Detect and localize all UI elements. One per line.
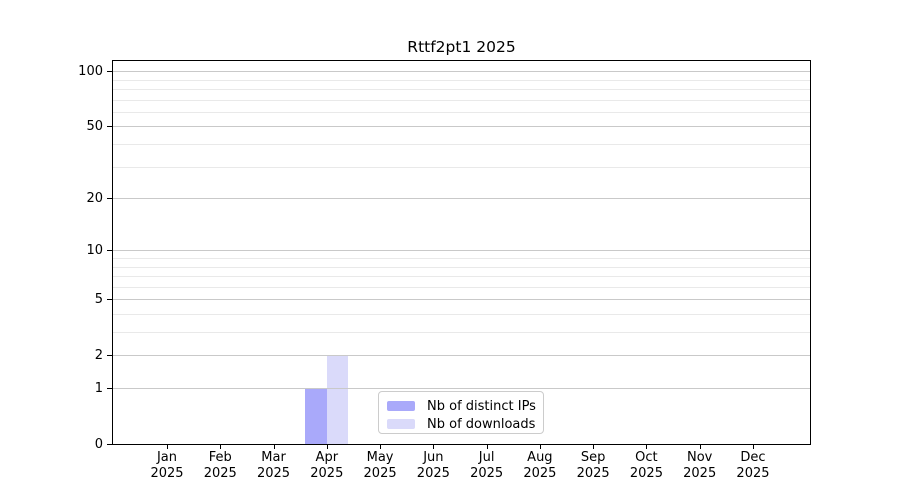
chart-title: Rttf2pt1 2025 [407,38,516,56]
gridline-minor [113,79,810,81]
plot-area [112,60,811,445]
legend-swatch-icon [387,419,415,429]
y-tick-mark [107,298,112,300]
gridline-minor [113,144,810,146]
y-tick-label: 10 [86,242,103,258]
gridline-minor [113,258,810,259]
x-tick-month: Jun [423,450,444,465]
x-tick-label: Sep 2025 [558,450,628,481]
x-tick-mark [273,445,275,449]
x-tick-label: Apr 2025 [292,450,362,481]
x-tick-label: Oct 2025 [611,450,681,481]
x-tick-month: May [366,450,394,465]
y-tick-label: 50 [86,118,103,134]
x-tick-mark [486,445,488,449]
x-tick-year: 2025 [523,465,557,481]
gridline-minor [113,286,810,288]
gridline-major [113,71,810,73]
x-tick-month: Sep [580,450,606,465]
x-tick-year: 2025 [310,465,344,481]
gridline-major [113,250,810,252]
x-tick-month: Jul [478,450,495,465]
x-tick-month: Feb [208,450,232,465]
y-tick-label: 5 [94,291,103,307]
legend-swatch-icon [387,401,415,411]
x-tick-label: Dec 2025 [718,450,788,481]
gridline-major [113,126,810,128]
x-tick-year: 2025 [629,465,663,481]
x-tick-mark [752,445,754,449]
gridline-major [113,299,810,301]
legend-label: Nb of distinct IPs [427,398,536,414]
y-tick-mark [107,387,112,389]
x-tick-mark [699,445,701,449]
x-tick-mark [326,445,328,449]
gridline-minor [113,313,810,315]
gridline-minor [113,276,810,278]
x-tick-month: Jan [156,450,178,465]
x-tick-month: Aug [527,450,553,465]
x-tick-month: Dec [740,450,766,465]
y-tick-label: 0 [94,436,103,452]
x-tick-label: Aug 2025 [505,450,575,481]
x-tick-year: 2025 [576,465,610,481]
x-tick-label: Jan 2025 [132,450,202,481]
x-tick-label: Nov 2025 [665,450,735,481]
y-tick-mark [107,354,112,356]
y-tick-label: 20 [86,190,103,206]
x-tick-month: Nov [687,450,713,465]
y-tick-mark [107,70,112,72]
gridline-minor [113,266,810,268]
x-tick-label: Jun 2025 [398,450,468,481]
gridline-minor [113,89,810,91]
x-tick-month: Apr [315,450,339,465]
bar-nb-of-distinct-ips [305,388,327,444]
x-tick-year: 2025 [416,465,450,481]
y-tick-mark [107,125,112,127]
y-tick-mark [107,443,112,445]
x-tick-year: 2025 [256,465,291,481]
x-tick-year: 2025 [470,465,504,481]
x-tick-label: May 2025 [345,450,415,481]
x-tick-label: Jul 2025 [452,450,522,481]
x-tick-month: Oct [635,450,658,465]
x-tick-mark [380,445,382,449]
y-tick-label: 2 [94,347,103,363]
gridline-major [113,198,810,200]
x-tick-year: 2025 [736,465,770,481]
y-tick-label: 100 [78,63,103,79]
x-tick-label: Mar 2025 [239,450,309,481]
x-tick-year: 2025 [683,465,717,481]
x-tick-label: Feb 2025 [185,450,255,481]
legend-row: Nb of distinct IPs [387,397,536,415]
gridline-minor [113,99,810,101]
x-tick-year: 2025 [203,465,237,481]
legend: Nb of distinct IPs Nb of downloads [378,391,544,434]
x-tick-mark [593,445,595,449]
x-tick-mark [646,445,648,449]
x-tick-mark [167,445,168,449]
y-tick-label: 1 [94,380,103,396]
x-tick-month: Mar [261,450,286,465]
x-tick-mark [220,445,222,449]
bar-nb-of-downloads [326,355,349,444]
legend-label: Nb of downloads [427,416,536,432]
x-tick-mark [433,445,435,449]
gridline-minor [113,332,810,334]
y-tick-mark [107,249,112,251]
gridline-major [113,355,810,357]
x-tick-year: 2025 [150,465,184,481]
x-tick-mark [539,445,541,449]
gridline-major [113,388,810,389]
gridline-minor [113,111,810,113]
legend-row: Nb of downloads [387,415,535,433]
gridline-minor [113,166,810,168]
x-tick-year: 2025 [363,465,397,481]
y-tick-mark [107,197,112,199]
